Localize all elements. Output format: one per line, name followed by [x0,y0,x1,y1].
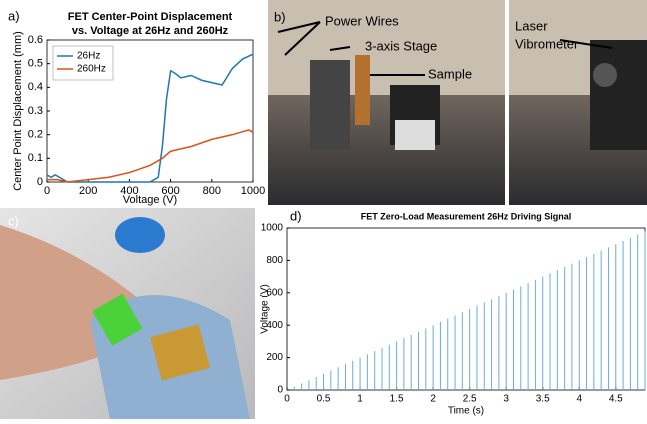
legend-label: 26Hz [77,51,100,62]
x-tick-label: 0 [44,185,50,197]
annotation: Vibrometer [515,36,579,51]
x-tick-label: 4.5 [609,394,623,405]
y-tick-label: 0.1 [28,152,43,164]
y-tick-label: 0.2 [28,129,43,141]
y-tick-label: 200 [266,352,283,363]
x-tick-label: 3 [503,394,509,405]
annotation: Power Wires [325,13,399,28]
y-tick-label: 0.3 [28,105,43,117]
photo-c: c) [0,208,255,419]
annotation: Laser [515,18,548,33]
photo-b: b) Power Wires 3-axis Stage Sample Laser… [268,0,647,205]
figure: b) Power Wires 3-axis Stage Sample Laser… [0,0,647,419]
y-tick-label: 800 [266,255,283,266]
x-tick-label: 4 [576,394,582,405]
x-tick-label: 2 [430,394,436,405]
y-tick-label: 600 [266,287,283,298]
y-tick-label: 400 [266,320,283,331]
x-tick-label: 0.5 [317,394,331,405]
x-tick-label: 2.5 [463,394,477,405]
y-axis-label: Center Point Displacement (mm) [12,31,24,191]
y-tick-label: 0 [37,176,43,188]
y-tick-label: 0 [277,385,283,396]
panel-label: d) [290,208,302,223]
y-tick-label: 0.5 [28,58,43,70]
x-axis-label: Time (s) [448,406,484,417]
annotation: 3-axis Stage [365,38,437,53]
y-tick-label: 0.6 [28,34,43,46]
x-tick-label: 1000 [241,185,265,197]
x-tick-label: 3.5 [536,394,550,405]
x-tick-label: 200 [79,185,97,197]
panel-label: c) [8,213,19,228]
chart-subtitle: vs. Voltage at 26Hz and 260Hz [72,25,229,37]
legend-label: 260Hz [77,64,106,75]
x-tick-label: 400 [120,185,138,197]
x-tick-label: 800 [203,185,221,197]
annotation: Sample [428,66,472,81]
chart-title: FET Center-Point Displacement [68,11,233,23]
chart-title: FET Zero-Load Measurement 26Hz Driving S… [361,211,572,221]
x-tick-label: 1 [357,394,363,405]
x-tick-label: 1.5 [390,394,404,405]
panel-label: b) [274,9,286,24]
x-tick-label: 0 [284,394,290,405]
y-tick-label: 0.4 [28,81,43,93]
panel-label: a) [8,8,20,23]
x-tick-label: 600 [161,185,179,197]
plot-area [287,228,645,390]
y-tick-label: 1000 [261,223,284,234]
